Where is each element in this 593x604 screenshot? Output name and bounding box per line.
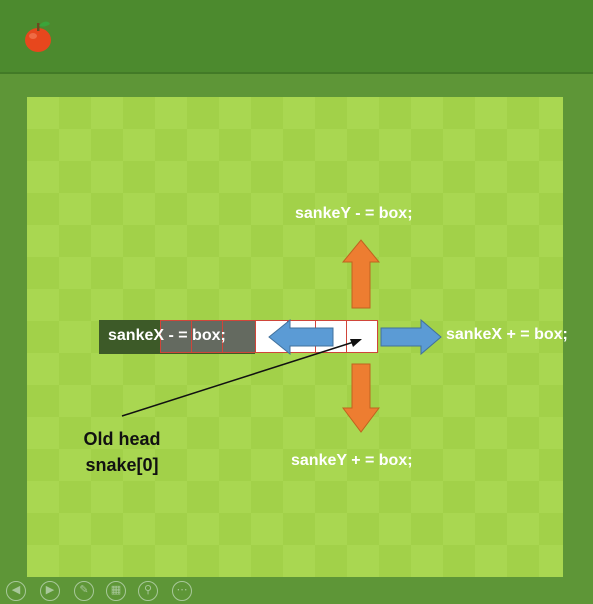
label-move-down: sankeY + = box; [291, 452, 413, 469]
down-arrow-icon [342, 363, 380, 433]
snake-cell [160, 320, 192, 353]
label-move-left: sankeX - = box; [108, 327, 226, 344]
right-arrow-icon [380, 318, 442, 356]
slides-icon[interactable]: ▦ [106, 581, 126, 601]
apple-icon [25, 21, 51, 52]
more-icon[interactable]: ⋯ [172, 581, 192, 601]
pen-icon[interactable]: ✎ [74, 581, 94, 601]
pointer-line [121, 339, 361, 417]
up-arrow-icon [341, 239, 381, 309]
old-head-line1: Old head [83, 429, 161, 449]
forward-icon[interactable]: ▶ [40, 581, 60, 601]
slideshow-toolbar: ◀ ▶ ✎ ▦ ⚲ ⋯ [0, 578, 200, 604]
zoom-icon[interactable]: ⚲ [138, 581, 158, 601]
top-bar [0, 0, 593, 74]
back-icon[interactable]: ◀ [6, 581, 26, 601]
snake-cell [222, 320, 256, 353]
snake-head-cell [346, 320, 378, 353]
old-head-line2: snake[0] [85, 455, 159, 475]
label-move-right: sankeX + = box; [446, 326, 568, 343]
pointer-arrowhead-icon [350, 339, 362, 347]
old-head-annotation: Old head snake[0] [60, 426, 184, 478]
left-arrow-icon [268, 318, 334, 356]
label-move-up: sankeY - = box; [295, 205, 413, 222]
